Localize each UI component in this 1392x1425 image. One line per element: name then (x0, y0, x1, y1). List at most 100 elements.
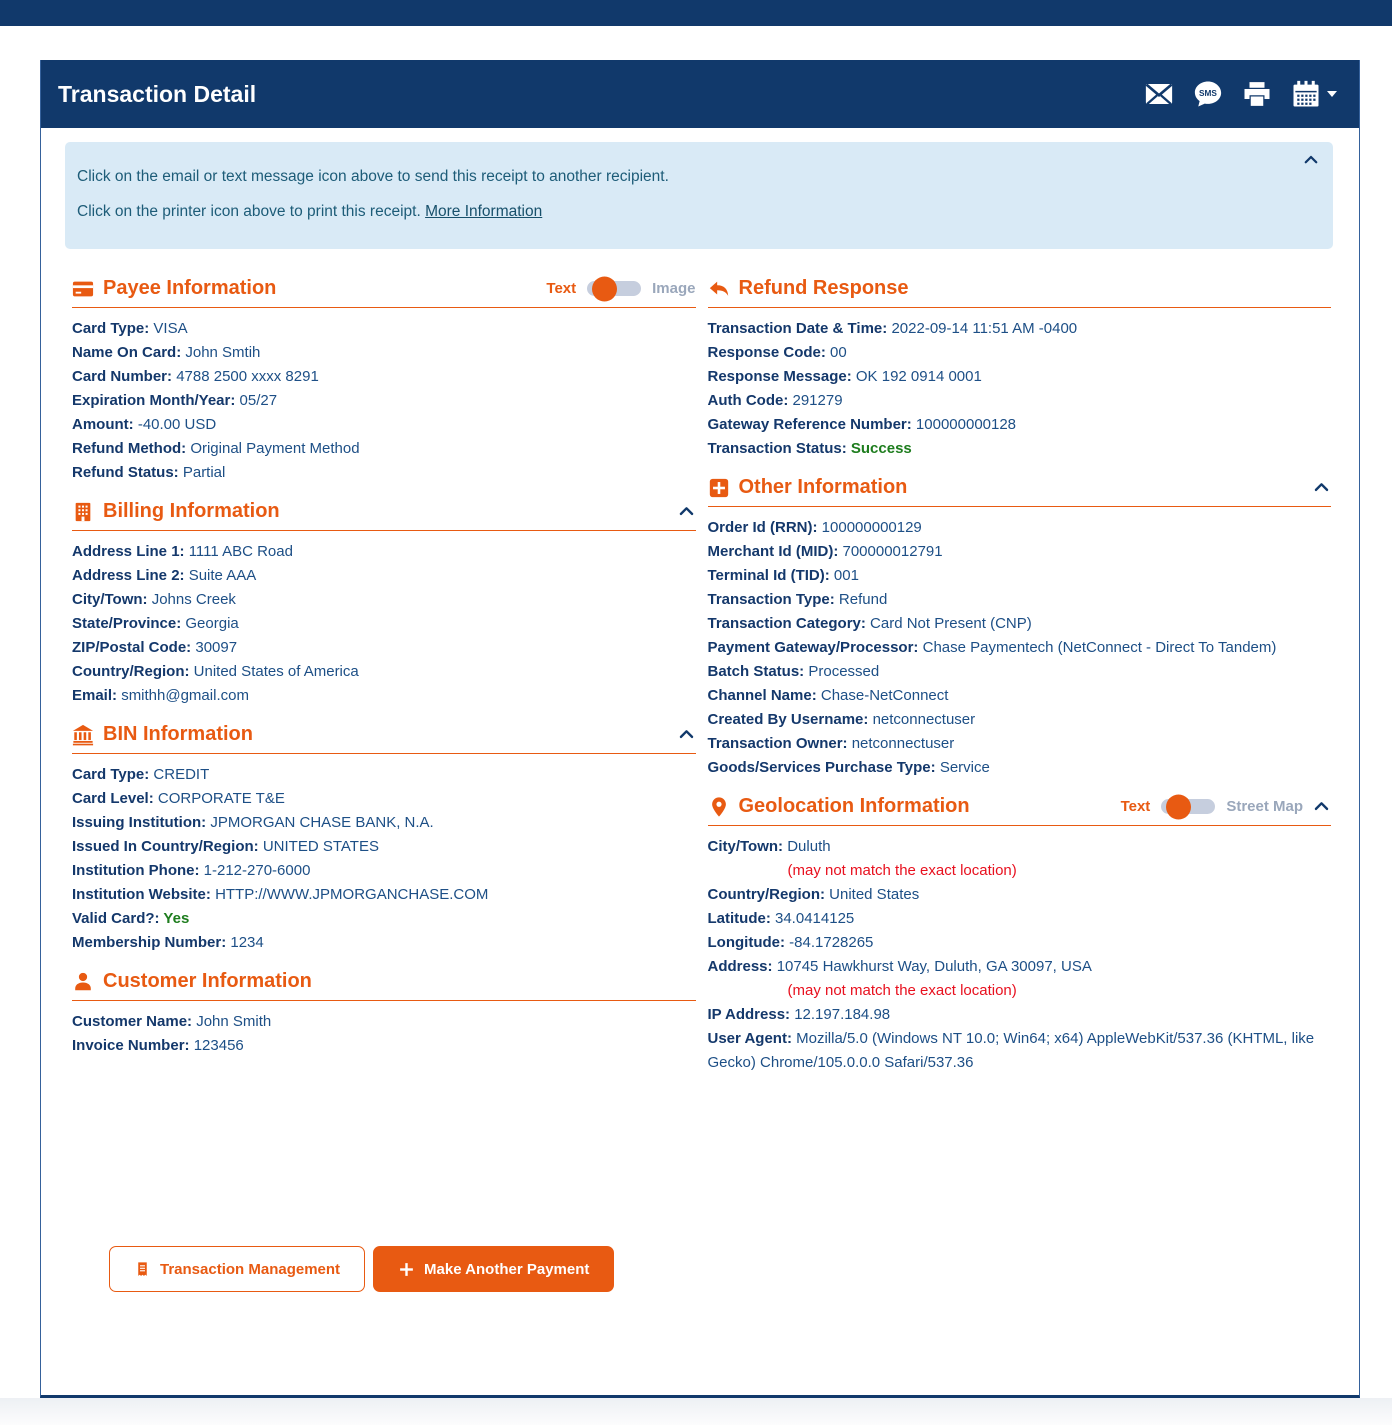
field-row: IP Address: 12.197.184.98 (708, 1003, 1332, 1027)
field-row: Institution Phone: 1-212-270-6000 (72, 859, 696, 883)
field-row: Response Code: 00 (708, 341, 1332, 365)
section-title: Geolocation Information (738, 795, 970, 817)
field-label: Membership Number: (72, 934, 231, 951)
field-value: -84.1728265 (789, 934, 874, 951)
field-label: Response Code: (707, 344, 831, 361)
field-label: Merchant Id (MID): (707, 543, 843, 560)
field-value: VISA (153, 320, 188, 337)
email-icon[interactable] (1144, 79, 1174, 109)
other-fields: Order Id (RRN): 100000000129 Merchant Id … (708, 516, 1332, 780)
field-value: Card Not Present (CNP) (870, 615, 1032, 632)
footer-actions: Transaction Management Make Another Paym… (109, 1246, 615, 1292)
building-icon (72, 501, 94, 523)
field-row: Institution Website: HTTP://WWW.JPMORGAN… (72, 883, 696, 907)
field-value: Suite AAA (188, 567, 257, 584)
receipt-info-banner: Click on the email or text message icon … (65, 142, 1333, 249)
toggle-label-text: Text (1120, 798, 1151, 815)
field-row: Email: smithh@gmail.com (72, 684, 696, 708)
field-label: City/Town: (72, 591, 152, 608)
card-header: Transaction Detail SMS (41, 60, 1359, 128)
field-row: State/Province: Georgia (72, 612, 696, 636)
field-value: 123456 (193, 1037, 244, 1054)
field-row: Created By Username: netconnectuser (708, 708, 1332, 732)
field-label: Address Line 2: (72, 567, 189, 584)
field-value: Duluth (787, 838, 831, 855)
banner-line-1: Click on the email or text message icon … (77, 168, 669, 185)
make-another-payment-label: Make Another Payment (424, 1260, 590, 1278)
field-value: CORPORATE T&E (157, 790, 285, 807)
field-value: United States of America (193, 663, 359, 680)
field-label: Customer Name: (72, 1013, 197, 1030)
geolocation-collapse-chevron-icon[interactable] (1312, 797, 1331, 816)
field-row: User Agent: Mozilla/5.0 (Windows NT 10.0… (708, 1027, 1332, 1075)
toggle-label-image: Image (652, 280, 696, 297)
header-action-icons: SMS (1144, 79, 1337, 109)
toggle-switch[interactable] (1161, 794, 1216, 819)
calendar-menu-button[interactable] (1291, 79, 1337, 109)
field-label: Created By Username: (707, 711, 873, 728)
field-row: Card Level: CORPORATE T&E (72, 787, 696, 811)
field-row: Payment Gateway/Processor: Chase Payment… (708, 636, 1332, 660)
field-label: Card Level: (72, 790, 158, 807)
field-label: Transaction Category: (707, 615, 871, 632)
toggle-switch[interactable] (587, 276, 642, 301)
field-value: 1234 (230, 934, 264, 951)
left-column: Payee Information Text Image Card Type: … (72, 276, 696, 1090)
chevron-down-icon (1327, 91, 1337, 97)
payee-view-toggle[interactable]: Text Image (546, 276, 696, 301)
section-other-information: Other Information Order Id (RRN): 100000… (707, 476, 1332, 780)
other-collapse-chevron-icon[interactable] (1312, 478, 1331, 497)
bin-section-header: BIN Information (72, 723, 696, 754)
bank-icon (72, 724, 94, 746)
banner-collapse-chevron-icon[interactable] (1302, 151, 1320, 169)
billing-section-header: Billing Information (72, 500, 696, 531)
payee-fields: Card Type: VISA Name On Card: John Smtih C… (72, 317, 696, 485)
map-pin-icon (708, 796, 730, 818)
geolocation-section-header: Geolocation Information Text Street Map (707, 794, 1331, 826)
field-label: City/Town: (707, 838, 788, 855)
field-label: Institution Website: (72, 886, 216, 903)
billing-collapse-chevron-icon[interactable] (677, 502, 696, 521)
refund-fields: Transaction Date & Time: 2022-09-14 11:5… (708, 317, 1332, 461)
svg-text:SMS: SMS (1199, 89, 1217, 98)
field-value: 12.197.184.98 (794, 1006, 891, 1023)
more-information-link[interactable]: More Information (425, 203, 543, 220)
field-row: Longitude: -84.1728265 (708, 931, 1332, 955)
section-payee-information: Payee Information Text Image Card Type: … (72, 276, 696, 485)
field-row: Card Type: VISA (72, 317, 696, 341)
field-row: City/Town: Johns Creek (72, 588, 696, 612)
section-refund-response: Refund Response Transaction Date & Time:… (707, 277, 1332, 461)
reply-arrow-icon (708, 278, 730, 300)
field-value: CREDIT (153, 766, 210, 783)
field-label: Issued In Country/Region: (72, 838, 263, 855)
field-label: Email: (72, 687, 122, 704)
location-disclaimer-note: (may not match the exact location) (787, 862, 1017, 879)
geolocation-view-toggle[interactable]: Text Street Map (1120, 794, 1303, 819)
field-value: 00 (830, 344, 847, 361)
top-navigation-bar (0, 0, 1392, 26)
field-label: Institution Phone: (72, 862, 204, 879)
field-value: UNITED STATES (262, 838, 379, 855)
billing-fields: Address Line 1: 1111 ABC Road Address Lin… (72, 540, 696, 708)
field-value: Johns Creek (151, 591, 236, 608)
bin-collapse-chevron-icon[interactable] (677, 725, 696, 744)
field-value: 05/27 (239, 392, 278, 409)
field-label: ZIP/Postal Code: (72, 639, 196, 656)
section-customer-information: Customer Information Customer Name: John… (72, 970, 696, 1058)
field-label: Transaction Owner: (707, 735, 852, 752)
section-title: Customer Information (103, 970, 312, 992)
toggle-knob (592, 276, 618, 301)
field-label: Country/Region: (72, 663, 194, 680)
field-row: Refund Method: Original Payment Method (72, 437, 696, 461)
print-icon[interactable] (1242, 79, 1272, 109)
field-row: Issuing Institution: JPMORGAN CHASE BANK… (72, 811, 696, 835)
field-value: Chase Paymentech (NetConnect - Direct To… (922, 639, 1277, 656)
transaction-management-button[interactable]: Transaction Management (109, 1246, 366, 1292)
field-value: John Smtih (185, 344, 261, 361)
sms-icon[interactable]: SMS (1193, 79, 1223, 109)
field-label: Terminal Id (TID): (707, 567, 834, 584)
field-value: 100000000128 (915, 416, 1017, 433)
refund-section-header: Refund Response (707, 277, 1331, 308)
make-another-payment-button[interactable]: Make Another Payment (373, 1246, 615, 1292)
toggle-label-text: Text (546, 280, 577, 297)
